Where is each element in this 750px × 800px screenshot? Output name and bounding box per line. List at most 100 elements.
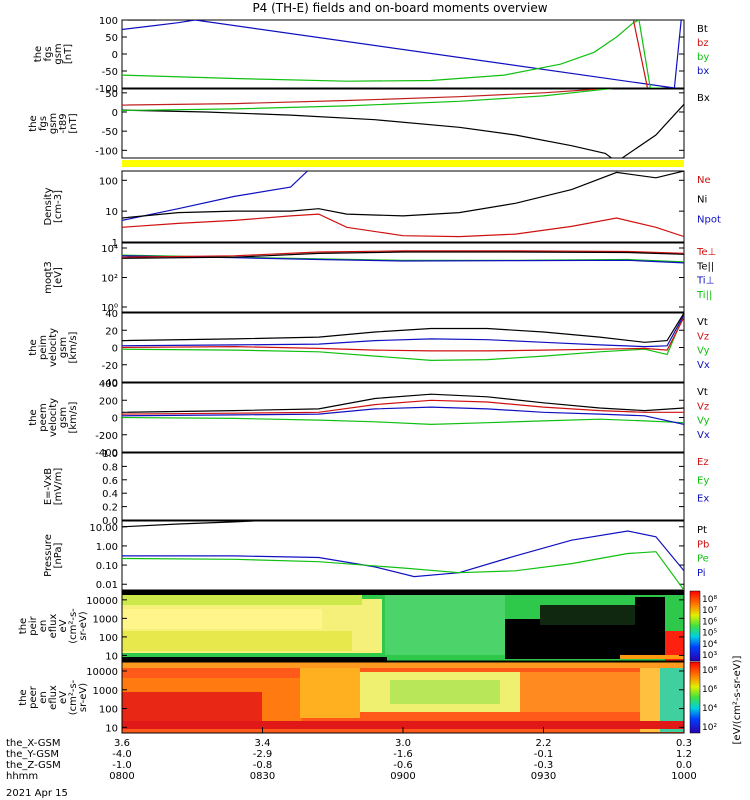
ephemeris-label: the_Y-GSM [6, 749, 59, 760]
vel-e-ylabel: peem [38, 403, 49, 431]
peer-ytick: 1000 [93, 686, 118, 697]
density-legend-item: Ne [697, 175, 711, 186]
peir-ylabel: sr-eV) [78, 611, 89, 640]
vel-i-ylabel: [km/s] [68, 331, 79, 363]
plot-title: P4 (TH-E) fields and on-board moments ov… [252, 1, 547, 15]
peer-ytick: 10000 [86, 667, 118, 678]
vel-i-series-Vz [122, 317, 684, 352]
fgs-legend-item: bz [697, 38, 709, 49]
fgs-ylabel: [nT] [63, 44, 74, 64]
fgs-dsl-series-bz [122, 89, 606, 106]
fgs-dsl-ytick: 50 [105, 89, 118, 100]
panel-fgs-dsl: 50 0 -50 -100 the fgs gsm -t89 [nT] Bx [28, 88, 710, 159]
ephemeris-value: 1000 [671, 771, 696, 782]
peir-frame [121, 590, 685, 662]
vel-e-legend-item: Vy [697, 416, 710, 427]
fgs-dsl-ylabel: [nT] [68, 113, 79, 133]
efield-ytick: 0.0 [102, 516, 118, 527]
pressure-series-Pi [122, 530, 684, 578]
ephemeris-value: -2.9 [253, 749, 273, 760]
pressure-legend-item: Pt [697, 525, 707, 536]
peer-ylabel: the [18, 689, 29, 705]
vel-e-legend-item: Vx [697, 430, 710, 441]
ephemeris-value: 3.6 [114, 738, 130, 749]
ephemeris-value: -1.6 [393, 749, 413, 760]
temp-legend-item: Te⊥ [696, 247, 716, 258]
fgs-dsl-ylabel: the [28, 115, 39, 131]
peer-spectrogram [122, 662, 684, 733]
panel-vel-e: 400 200 0 -200 -400 the peem velocity gsm [km/s] V… [28, 379, 710, 459]
peir-ylabel: (cm²-s- [68, 608, 79, 644]
peir-ylabel: the [18, 618, 29, 634]
ephemeris-value: -0.3 [534, 760, 554, 771]
efield-frame [121, 452, 685, 521]
vel-i-ylabel: the [28, 339, 39, 355]
vel-e-ylabel: the [28, 409, 39, 425]
temp-legend-item: Ti⊥ [696, 276, 714, 287]
peer-ytick: 10 [105, 723, 118, 734]
peir-ytick: 100 [99, 633, 118, 644]
vel-e-legend-item: Vz [697, 401, 709, 412]
pressure-ytick: 0.10 [96, 561, 118, 572]
pressure-ytick: 10.00 [89, 523, 118, 534]
peir-colorbar-tick: 10⁶ [702, 617, 717, 627]
ephemeris-value: 0900 [390, 771, 415, 782]
vel-i-legend-item: Vz [697, 331, 709, 342]
ephemeris-value: -0.1 [534, 749, 554, 760]
vel-i-legend-item: Vt [697, 317, 708, 328]
density-legend-item: Npot [697, 214, 721, 225]
efield-legend-item: Ez [697, 457, 709, 468]
pressure-ytick: 1.00 [96, 542, 118, 553]
peer-ylabel: en [38, 691, 49, 704]
vel-i-ytick: -20 [102, 361, 118, 372]
vel-i-ytick: 40 [105, 309, 118, 320]
temp-ytick: 10⁴ [101, 244, 118, 255]
peer-ytick: 100 [99, 705, 118, 716]
efield-ytick: 0.8 [102, 462, 118, 473]
pressure-legend-item: Pb [697, 539, 709, 550]
fgs-dsl-ylabel: gsm [48, 113, 59, 134]
efield-legend-item: Ey [697, 475, 709, 486]
peir-colorbar-tick: 10⁴ [702, 640, 717, 650]
vel-e-ytick: -200 [95, 431, 118, 442]
peir-ylabel: eflux [48, 614, 59, 639]
vel-i-ytick: 20 [105, 326, 118, 337]
peir-ylabel: en [38, 620, 49, 633]
fgs-dsl-series-by [122, 89, 614, 112]
fgs-ytick: -100 [95, 84, 118, 95]
temp-ytick: 10⁰ [101, 303, 118, 314]
fgs-dsl-legend-item: Bx [697, 93, 710, 104]
ephemeris-footer: the_X-GSM 3.6 3.4 3.0 2.2 0.3 the_Y-GSM -4.0 -2.… [6, 727, 697, 782]
fgs-legend-item: bx [697, 66, 709, 77]
pressure-series-Pt [122, 521, 265, 528]
vel-e-ytick: 400 [99, 379, 118, 390]
temp-ylabel: moqt3 [43, 261, 54, 294]
peer-colorbar-tick: 10⁴ [702, 704, 717, 714]
vel-i-series-Vy [122, 314, 684, 362]
density-frame [121, 170, 685, 243]
density-ytick: 10 [105, 207, 118, 218]
vel-i-series-Vt [122, 313, 684, 343]
efield-legend-item: Ex [697, 494, 709, 505]
ephemeris-value: 3.0 [395, 738, 411, 749]
efield-ytick: 0.4 [102, 489, 118, 500]
fgs-series-by [122, 20, 662, 88]
fgs-ylabel: gsm [53, 43, 64, 64]
vel-i-ytick: 0 [112, 344, 118, 355]
vel-i-ylabel: peim [38, 335, 49, 360]
ephemeris-value: -0.6 [393, 760, 413, 771]
fgs-dsl-series-Bx [122, 103, 684, 158]
fgs-dsl-frame [121, 88, 685, 159]
temp-series-Te|| [122, 251, 684, 259]
vel-e-ytick: 0 [112, 414, 118, 425]
density-series-Ni [122, 171, 684, 219]
fgs-dsl-ytick: 0 [112, 108, 118, 119]
vel-e-series-Vt [122, 393, 684, 413]
peer-ylabel: (cm²-s- [68, 679, 79, 715]
fgs-dsl-ytick: -100 [95, 146, 118, 157]
panel-temp: 10⁴ 10² 10⁰ moqt3 [eV] Te⊥ Te|| Ti⊥ Ti|| [43, 242, 716, 314]
efield-ytick: 0.6 [102, 476, 118, 487]
